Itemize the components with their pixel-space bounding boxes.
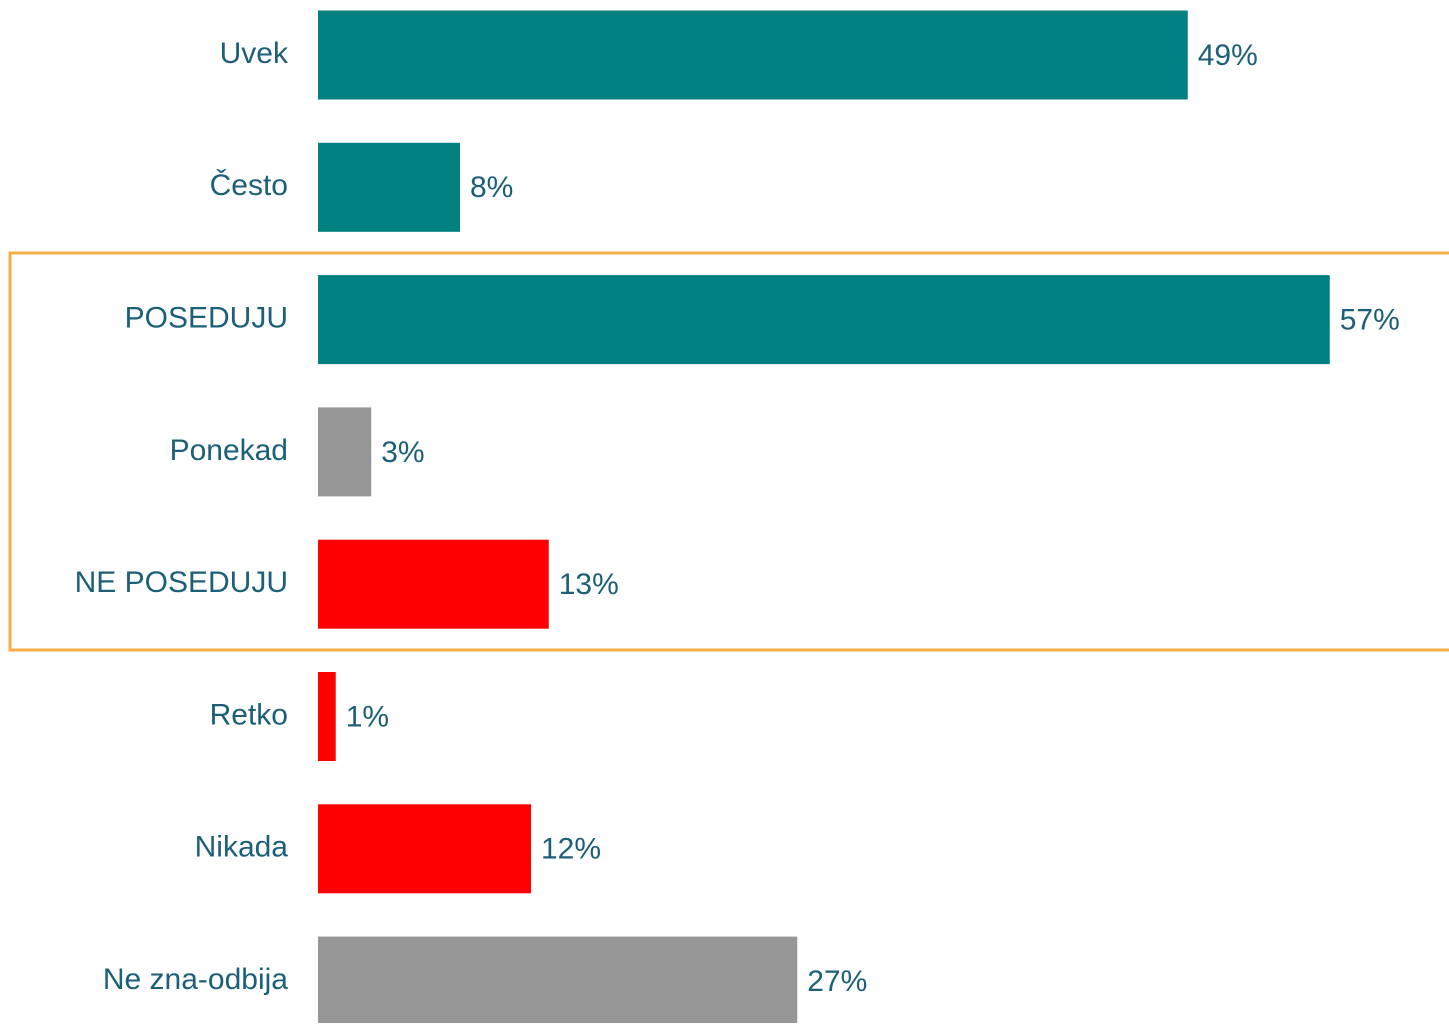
category-label: Uvek bbox=[220, 37, 289, 70]
bar bbox=[318, 936, 798, 1026]
category-label: Ne zna-odbija bbox=[103, 963, 288, 996]
category-label: NE POSEDUJU bbox=[75, 566, 288, 599]
value-label: 57% bbox=[1340, 304, 1400, 337]
bar bbox=[318, 10, 1188, 100]
value-label: 1% bbox=[346, 700, 389, 733]
category-label: Često bbox=[210, 168, 288, 202]
value-label: 12% bbox=[541, 833, 601, 866]
highlight-box bbox=[8, 251, 1449, 652]
bar bbox=[318, 672, 336, 761]
value-label: 27% bbox=[807, 965, 867, 998]
value-label: 49% bbox=[1198, 39, 1258, 72]
bar bbox=[318, 407, 372, 497]
value-label: 8% bbox=[470, 171, 513, 204]
bar bbox=[318, 142, 460, 232]
category-label: Ponekad bbox=[170, 434, 288, 467]
bar bbox=[318, 275, 1330, 365]
category-label: Nikada bbox=[195, 831, 289, 864]
bar bbox=[318, 804, 531, 894]
category-label: Retko bbox=[210, 698, 288, 731]
value-label: 13% bbox=[559, 568, 619, 601]
value-label: 3% bbox=[381, 436, 424, 469]
category-label: POSEDUJU bbox=[125, 302, 288, 335]
bar bbox=[318, 539, 549, 629]
